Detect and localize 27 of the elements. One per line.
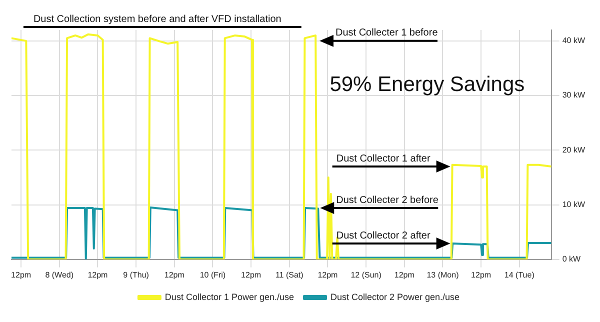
annotation: Dust Collecter 2 before (336, 194, 439, 206)
x-tick-label: 8 (Wed) (45, 270, 74, 280)
annotation: Dust Collecter 1 before (335, 28, 438, 39)
chart-title: Dust Collection system before and after VFD installation (33, 14, 282, 25)
x-tick-label: 12pm (11, 270, 32, 280)
x-tick-label: 9 (Thu) (123, 270, 150, 280)
y-tick-label: 30 kW (562, 90, 586, 100)
x-tick-label: 12pm (164, 270, 185, 280)
y-tick-label: 0 kW (562, 254, 581, 264)
x-tick-label: 12 (Sun) (350, 270, 382, 280)
x-tick-label: 14 (Tue) (504, 270, 535, 280)
x-tick-label: 10 (Fri) (200, 270, 226, 280)
x-tick-label: 12pm (88, 270, 108, 280)
annotation: Dust Collector 2 after (336, 230, 431, 242)
x-tick-label: 11 (Sat) (275, 270, 304, 280)
annotation: Dust Collector 1 after (336, 153, 431, 164)
y-tick-label: 20 kW (562, 145, 586, 154)
x-tick-label: 12pm (241, 270, 262, 280)
x-tick-label: 12pm (318, 270, 338, 280)
y-tick-label: 10 kW (562, 200, 586, 209)
annotation: 59% Energy Savings (330, 72, 525, 96)
x-tick-label: 13 (Mon) (426, 270, 460, 280)
x-tick-label: 12pm (471, 270, 492, 280)
y-tick-label: 40 kW (562, 36, 586, 46)
legend-label: Dust Collector 2 Power gen./use (330, 292, 460, 302)
x-tick-label: 12pm (394, 270, 415, 280)
legend-label: Dust Collector 1 Power gen./use (164, 292, 294, 302)
